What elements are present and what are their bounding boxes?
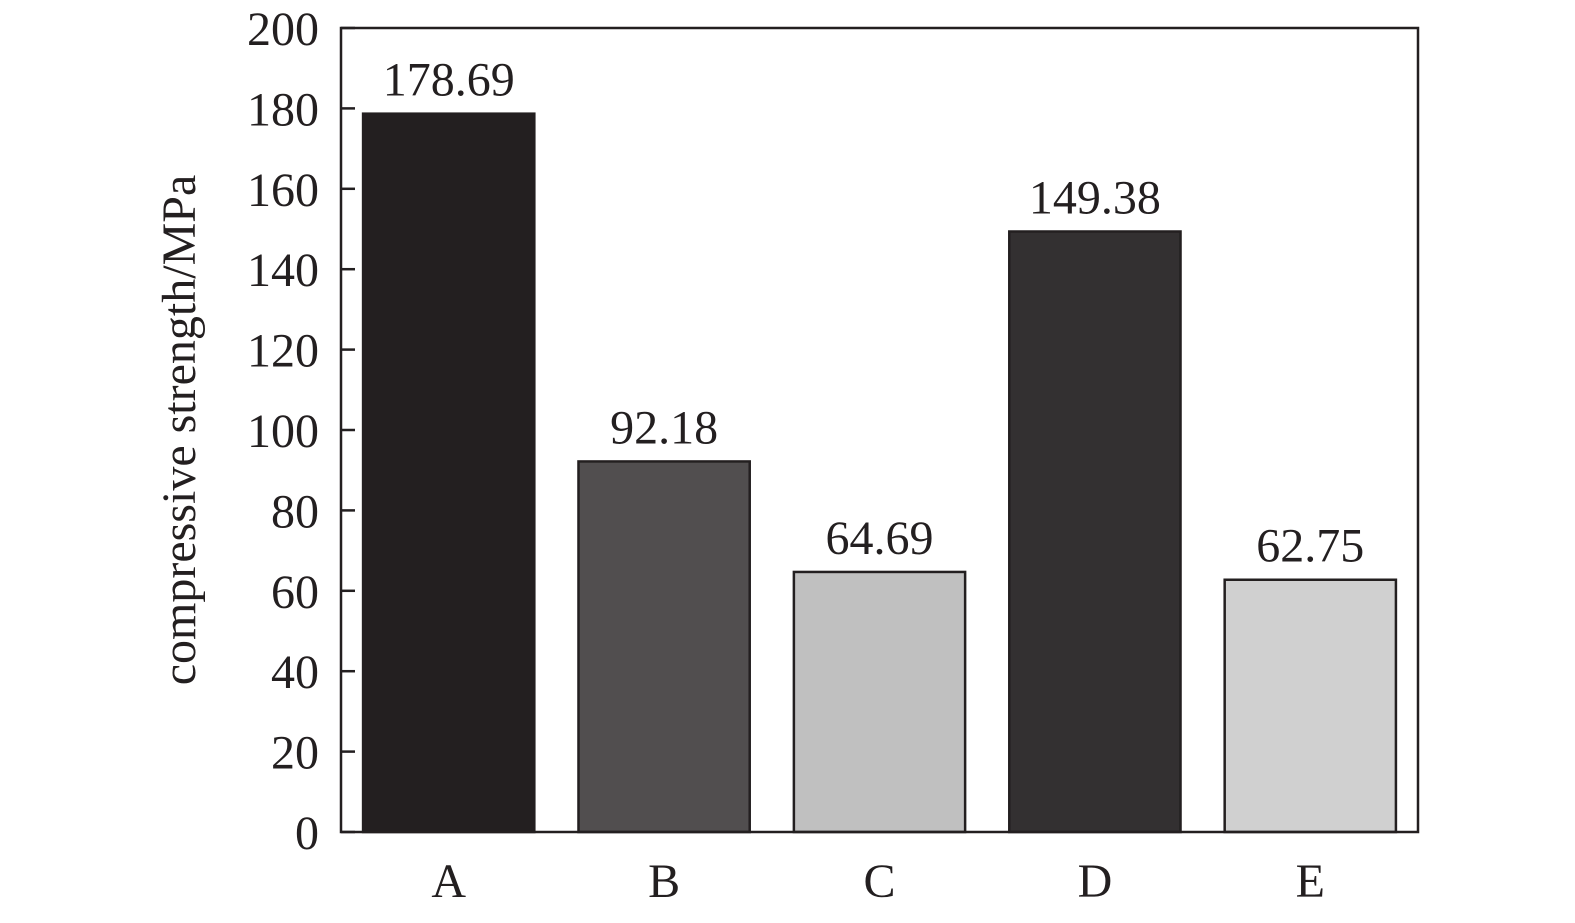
y-tick-label: 0 xyxy=(295,807,319,860)
value-label-E: 62.75 xyxy=(1256,520,1364,573)
y-tick-label: 140 xyxy=(247,244,319,297)
y-tick-label: 120 xyxy=(247,325,319,378)
y-tick-label: 160 xyxy=(247,164,319,217)
y-tick-label: 40 xyxy=(271,646,319,699)
y-tick-label: 20 xyxy=(271,727,319,780)
bar-B xyxy=(577,460,751,834)
x-axis: A B C D E xyxy=(431,855,1325,908)
x-tick-label-B: B xyxy=(648,855,680,908)
y-axis-title: compressive strength/MPa xyxy=(153,175,206,686)
x-tick-label-D: D xyxy=(1078,855,1113,908)
x-tick-label-C: C xyxy=(863,855,895,908)
value-label-B: 92.18 xyxy=(610,401,718,454)
y-tick-label: 80 xyxy=(271,485,319,538)
value-label-D: 149.38 xyxy=(1029,171,1161,224)
bar-A xyxy=(361,112,536,834)
value-label-C: 64.69 xyxy=(826,512,934,565)
y-tick-label: 180 xyxy=(247,83,319,136)
x-tick-label-A: A xyxy=(431,855,466,908)
bars-layer xyxy=(361,112,1398,834)
y-tick-label: 60 xyxy=(271,566,319,619)
y-tick-label: 100 xyxy=(247,405,319,458)
x-tick-label-E: E xyxy=(1296,855,1325,908)
value-labels-layer: 178.69 92.18 64.69 149.38 62.75 xyxy=(383,54,1365,573)
y-axis: 0 20 40 60 80 100 120 140 160 180 200 xyxy=(247,3,355,860)
bar-D xyxy=(1008,230,1182,834)
value-label-A: 178.69 xyxy=(383,54,515,107)
y-tick-label: 200 xyxy=(247,3,319,56)
bar-C xyxy=(792,570,967,834)
bar-E xyxy=(1223,578,1398,834)
